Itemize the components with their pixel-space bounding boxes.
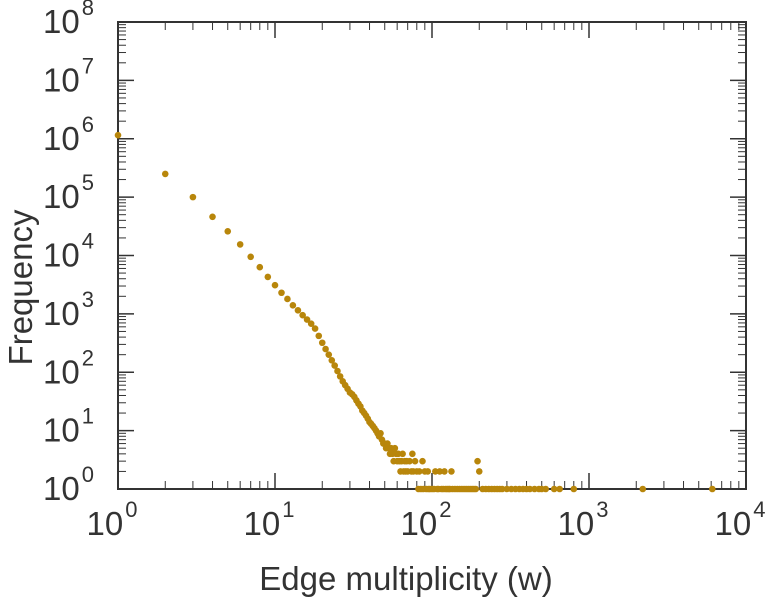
data-point [526, 485, 534, 493]
data-point [322, 345, 329, 353]
data-point [299, 311, 306, 319]
data-point [325, 351, 333, 358]
data-point [303, 316, 311, 323]
data-point [399, 450, 406, 458]
data-point [189, 193, 197, 201]
data-point [542, 485, 550, 493]
data-point [436, 468, 444, 475]
data-point [498, 485, 506, 493]
data-point [114, 131, 122, 139]
data-point [411, 457, 419, 465]
y-axis-label: Frequency [2, 209, 39, 365]
data-point [550, 485, 558, 493]
data-point [556, 485, 563, 493]
data-point [472, 485, 480, 493]
x-tick-label: 101 [244, 497, 295, 542]
data-point [224, 227, 232, 235]
data-point [256, 263, 264, 271]
y-tick-label: 101 [43, 404, 94, 449]
x-tick-label: 104 [715, 497, 766, 542]
y-tick-label: 105 [43, 170, 94, 215]
data-point [475, 468, 483, 475]
data-point [419, 457, 426, 465]
data-point [294, 307, 302, 314]
data-point [315, 332, 323, 340]
y-tick-label: 106 [43, 112, 94, 157]
data-points [114, 131, 716, 493]
data-point [474, 457, 481, 465]
y-tick-labels: 100 101 102 103 104 105 106 107 108 [43, 0, 94, 507]
data-point [709, 485, 716, 493]
data-point [448, 468, 455, 475]
data-point [639, 485, 647, 493]
data-point [264, 273, 272, 281]
data-point [318, 339, 326, 347]
data-point [570, 485, 578, 493]
data-point [406, 457, 413, 465]
y-tick-label: 108 [43, 0, 94, 40]
x-tick-label: 100 [87, 497, 138, 542]
data-point [334, 367, 341, 375]
x-tick-label: 103 [558, 497, 609, 542]
data-point [271, 281, 279, 289]
data-point [328, 357, 336, 364]
data-point [289, 302, 297, 309]
data-point [441, 468, 448, 475]
data-point [409, 450, 416, 458]
data-point [247, 253, 254, 261]
data-point [311, 325, 319, 332]
data-point [331, 362, 338, 369]
y-tick-label: 102 [43, 345, 94, 390]
y-tick-label: 104 [43, 229, 94, 274]
data-point [336, 373, 344, 380]
data-point [284, 295, 291, 303]
data-point [236, 241, 244, 248]
major-ticks [117, 21, 747, 490]
data-point [161, 170, 169, 178]
x-tick-label: 102 [401, 497, 452, 542]
data-point [377, 430, 384, 437]
data-point [416, 468, 423, 475]
data-point [424, 468, 432, 475]
minor-ticks [118, 22, 746, 489]
data-point [209, 213, 216, 221]
y-tick-label: 103 [43, 287, 94, 332]
x-tick-labels: 100 101 102 103 104 [87, 497, 766, 542]
plot-frame [117, 21, 747, 490]
y-tick-label: 100 [43, 462, 94, 507]
data-point [391, 444, 399, 452]
data-point [307, 320, 315, 327]
y-tick-label: 107 [43, 53, 94, 98]
x-axis-label: Edge multiplicity (w) [259, 560, 552, 597]
data-point [278, 289, 285, 297]
